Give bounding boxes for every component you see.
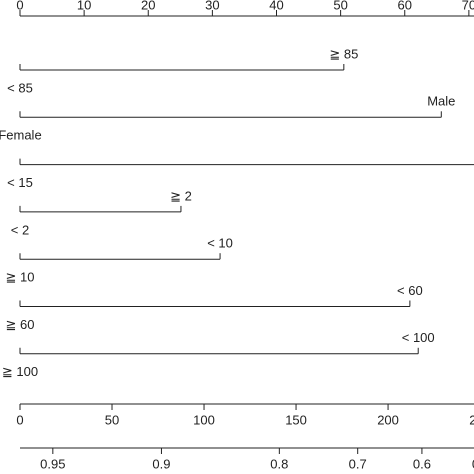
level-label: ≧ 100 (2, 364, 38, 379)
level-label: ≧ 60 (6, 317, 35, 332)
level-label: < 2 (11, 222, 29, 237)
level-label: < 100 (402, 330, 435, 345)
level-label: < 10 (207, 236, 233, 251)
tick-label: 0 (16, 0, 23, 12)
tick-label: 0.6 (413, 456, 431, 471)
level-label: Male (427, 94, 455, 109)
level-label: ≧ 10 (6, 270, 35, 285)
tick-label: 0.95 (40, 456, 65, 471)
tick-label: 40 (269, 0, 283, 12)
level-label: < 85 (7, 80, 33, 95)
tick-label: 250 (469, 412, 474, 427)
level-label: ≧ 2 (170, 188, 192, 203)
tick-label: 10 (77, 0, 91, 12)
tick-label: 60 (398, 0, 412, 12)
tick-label: 150 (285, 412, 307, 427)
level-label: < 15 (7, 175, 33, 190)
level-label: < 60 (397, 283, 423, 298)
tick-label: 20 (141, 0, 155, 12)
tick-label: 50 (333, 0, 347, 12)
tick-label: 30 (205, 0, 219, 12)
tick-label: 50 (105, 412, 119, 427)
tick-label: 100 (193, 412, 215, 427)
level-label: ≧ 85 (329, 46, 358, 61)
level-label: Female (0, 128, 42, 143)
tick-label: 70 (462, 0, 474, 12)
tick-label: 0.9 (152, 456, 170, 471)
tick-label: 0.7 (349, 456, 367, 471)
tick-label: 200 (377, 412, 399, 427)
tick-label: 0.8 (270, 456, 288, 471)
tick-label: 0.5 (472, 456, 474, 471)
tick-label: 0 (16, 412, 23, 427)
